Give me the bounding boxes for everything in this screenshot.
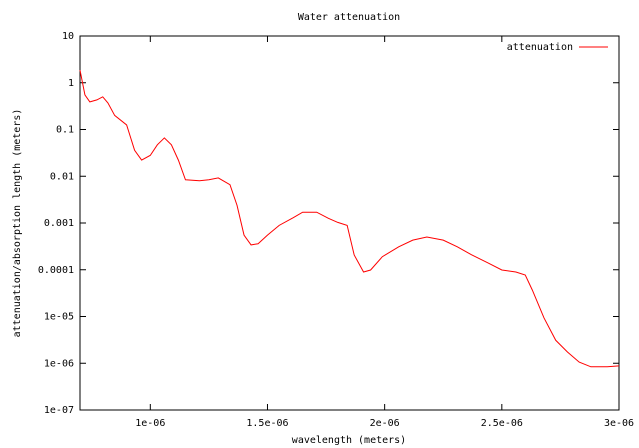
x-tick-label: 2e-06 (370, 418, 400, 429)
y-tick-label: 0.001 (44, 218, 74, 229)
x-tick-label: 2.5e-06 (481, 418, 523, 429)
y-tick-label: 1e-05 (44, 312, 74, 323)
data-line (79, 69, 620, 368)
y-axis-label: attenuation/absorption length (meters) (12, 109, 23, 338)
y-tick-label: 0.0001 (38, 265, 74, 276)
x-tick-label: 1.5e-06 (246, 418, 288, 429)
y-tick-label: 1e-07 (44, 405, 74, 416)
y-tick-label: 1e-06 (44, 358, 74, 369)
x-tick-label: 3e-06 (604, 418, 634, 429)
y-tick-label: 10 (62, 31, 74, 42)
chart-title: Water attenuation (298, 12, 400, 23)
legend-label: attenuation (507, 42, 573, 53)
y-tick-label: 0.01 (50, 171, 74, 182)
y-tick-label: 1 (68, 78, 74, 89)
y-tick-label: 0.1 (56, 125, 74, 136)
x-axis-label: wavelength (meters) (292, 435, 406, 446)
x-tick-label: 1e-06 (135, 418, 165, 429)
